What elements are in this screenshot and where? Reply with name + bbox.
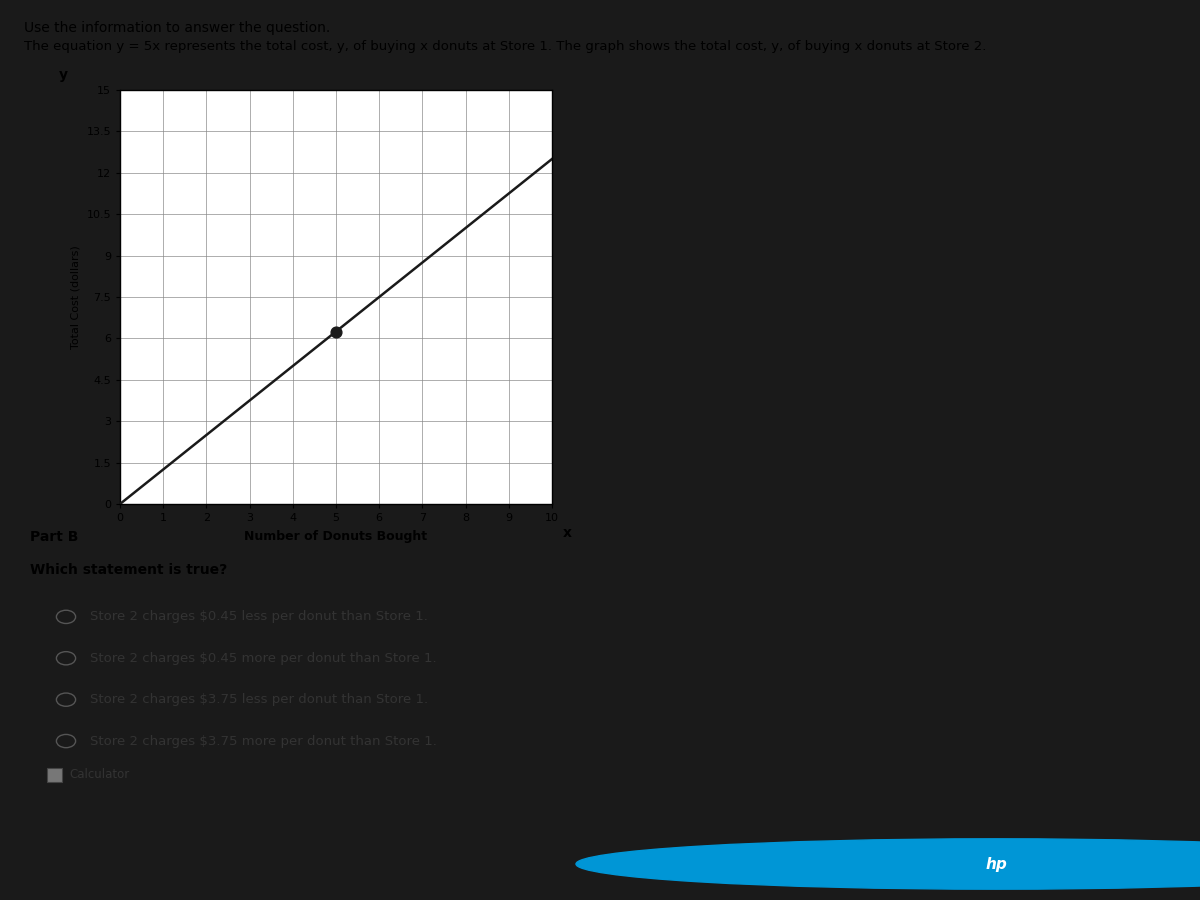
Text: hp: hp xyxy=(985,857,1007,871)
Y-axis label: Total Cost (dollars): Total Cost (dollars) xyxy=(71,245,80,349)
Text: Store 2 charges $3.75 more per donut than Store 1.: Store 2 charges $3.75 more per donut tha… xyxy=(90,734,437,748)
Text: Store 2 charges $3.75 less per donut than Store 1.: Store 2 charges $3.75 less per donut tha… xyxy=(90,693,428,706)
Text: Calculator: Calculator xyxy=(70,768,130,780)
Text: Part B: Part B xyxy=(30,530,78,544)
Point xyxy=(326,324,346,338)
Text: x: x xyxy=(563,526,571,540)
Text: The equation y = 5x represents the total cost, y, of buying x donuts at Store 1.: The equation y = 5x represents the total… xyxy=(24,40,986,53)
Text: Store 2 charges $0.45 less per donut than Store 1.: Store 2 charges $0.45 less per donut tha… xyxy=(90,610,428,624)
Text: Store 2 charges $0.45 more per donut than Store 1.: Store 2 charges $0.45 more per donut tha… xyxy=(90,652,437,665)
Text: y: y xyxy=(59,68,68,82)
Circle shape xyxy=(576,839,1200,889)
X-axis label: Number of Donuts Bought: Number of Donuts Bought xyxy=(245,530,427,543)
Text: Which statement is true?: Which statement is true? xyxy=(30,563,227,577)
FancyBboxPatch shape xyxy=(47,768,62,781)
Text: Use the information to answer the question.: Use the information to answer the questi… xyxy=(24,21,330,35)
